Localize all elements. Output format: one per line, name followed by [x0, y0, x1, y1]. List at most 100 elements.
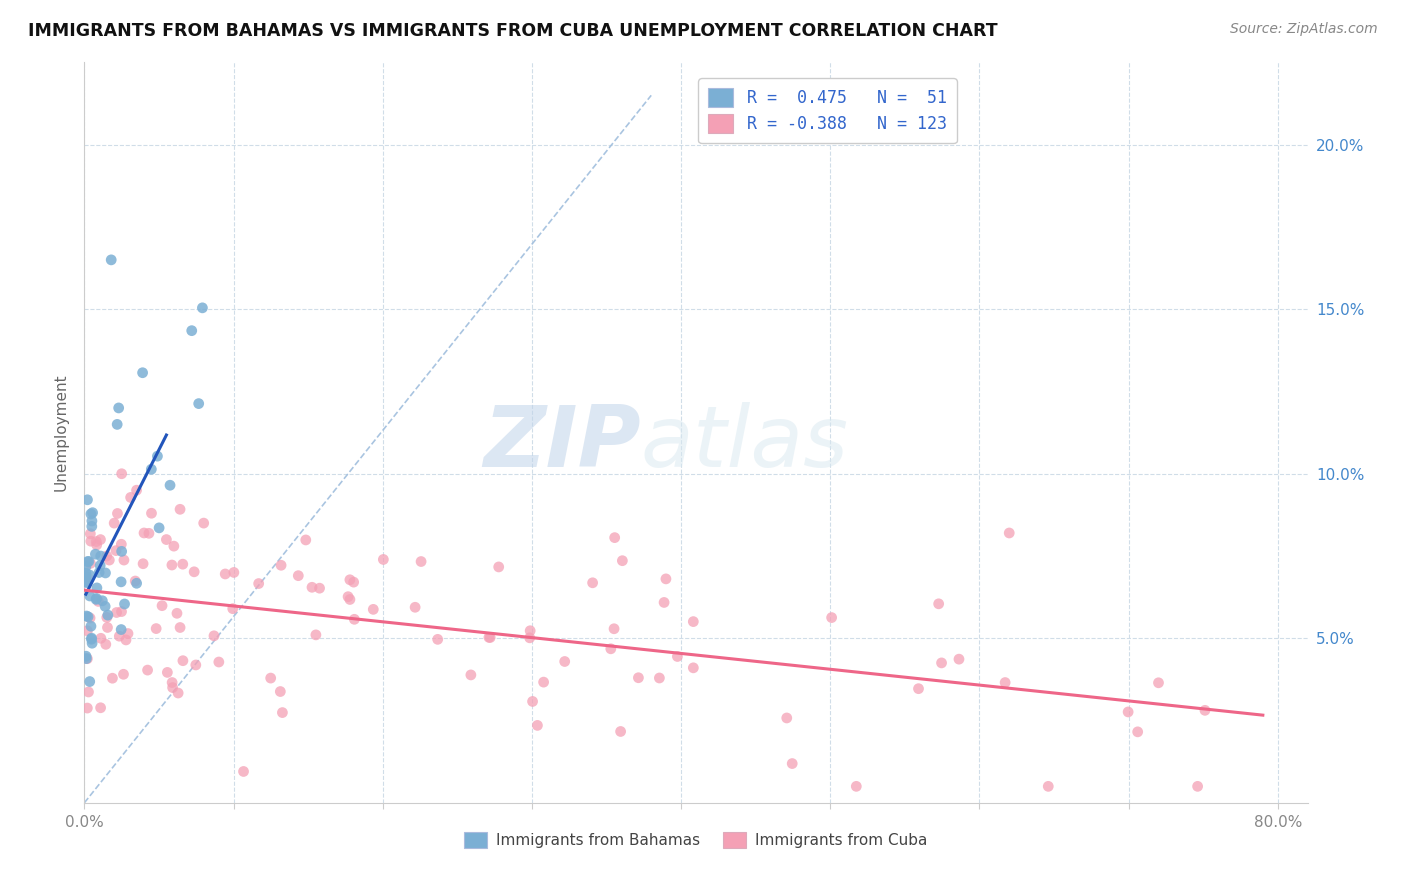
Point: [928, 597, 950, 611]
Point: [998, 526, 1021, 541]
Point: [80, 631, 103, 645]
Point: [191, 301, 214, 315]
Text: atlas: atlas: [641, 402, 849, 485]
Point: [138, 526, 160, 541]
Text: IMMIGRANTS FROM BAHAMAS VS IMMIGRANTS FROM CUBA UNEMPLOYMENT CORRELATION CHART: IMMIGRANTS FROM BAHAMAS VS IMMIGRANTS FR…: [28, 22, 998, 40]
Point: [76, 651, 98, 665]
Point: [108, 629, 131, 643]
Point: [80, 632, 103, 647]
Point: [666, 649, 689, 664]
Point: [136, 663, 159, 677]
Point: [125, 576, 148, 591]
Point: [339, 592, 361, 607]
Point: [166, 607, 188, 621]
Point: [75, 566, 97, 580]
Point: [478, 631, 501, 645]
Point: [90, 700, 112, 714]
Point: [780, 756, 803, 771]
Point: [270, 558, 292, 573]
Point: [1194, 703, 1216, 717]
Point: [603, 531, 626, 545]
Point: [184, 657, 207, 672]
Point: [1038, 780, 1060, 794]
Point: [111, 467, 134, 481]
Point: [222, 601, 245, 615]
Point: [120, 491, 142, 505]
Point: [232, 764, 254, 779]
Point: [111, 544, 134, 558]
Point: [107, 507, 129, 521]
Point: [76, 555, 98, 569]
Point: [1126, 724, 1149, 739]
Y-axis label: Unemployment: Unemployment: [53, 374, 69, 491]
Point: [76, 624, 98, 638]
Point: [373, 552, 395, 566]
Point: [75, 575, 97, 590]
Point: [117, 626, 139, 640]
Point: [260, 671, 283, 685]
Point: [110, 623, 132, 637]
Point: [94, 566, 117, 580]
Point: [612, 554, 634, 568]
Point: [948, 652, 970, 666]
Point: [339, 573, 361, 587]
Point: [519, 631, 541, 645]
Point: [172, 557, 194, 571]
Point: [1187, 780, 1209, 794]
Point: [79, 526, 101, 541]
Point: [132, 557, 155, 571]
Point: [305, 628, 328, 642]
Point: [183, 565, 205, 579]
Point: [75, 559, 97, 574]
Point: [337, 590, 360, 604]
Point: [107, 401, 129, 415]
Point: [96, 549, 118, 563]
Point: [97, 608, 120, 623]
Point: [554, 655, 576, 669]
Point: [89, 558, 111, 573]
Point: [308, 581, 330, 595]
Point: [82, 506, 104, 520]
Point: [80, 534, 103, 549]
Point: [603, 622, 626, 636]
Point: [87, 594, 110, 608]
Point: [79, 611, 101, 625]
Point: [193, 516, 215, 530]
Point: [124, 574, 146, 588]
Point: [294, 533, 316, 547]
Point: [141, 462, 163, 476]
Point: [1116, 705, 1139, 719]
Point: [75, 651, 97, 665]
Point: [94, 637, 117, 651]
Point: [115, 632, 138, 647]
Point: [522, 694, 544, 708]
Point: [132, 526, 155, 541]
Point: [110, 537, 132, 551]
Point: [76, 570, 98, 584]
Point: [160, 558, 183, 572]
Point: [343, 575, 366, 590]
Point: [75, 649, 97, 664]
Point: [609, 724, 631, 739]
Point: [75, 569, 97, 583]
Point: [776, 711, 799, 725]
Point: [79, 557, 101, 571]
Point: [86, 538, 108, 552]
Point: [77, 685, 100, 699]
Point: [167, 686, 190, 700]
Point: [112, 667, 135, 681]
Point: [409, 555, 432, 569]
Point: [627, 671, 650, 685]
Point: [519, 624, 541, 638]
Point: [247, 576, 270, 591]
Point: [655, 572, 678, 586]
Point: [581, 575, 603, 590]
Point: [114, 597, 136, 611]
Point: [682, 661, 704, 675]
Point: [222, 566, 245, 580]
Point: [86, 591, 108, 606]
Point: [214, 566, 236, 581]
Point: [169, 502, 191, 516]
Point: [160, 675, 183, 690]
Point: [105, 417, 128, 432]
